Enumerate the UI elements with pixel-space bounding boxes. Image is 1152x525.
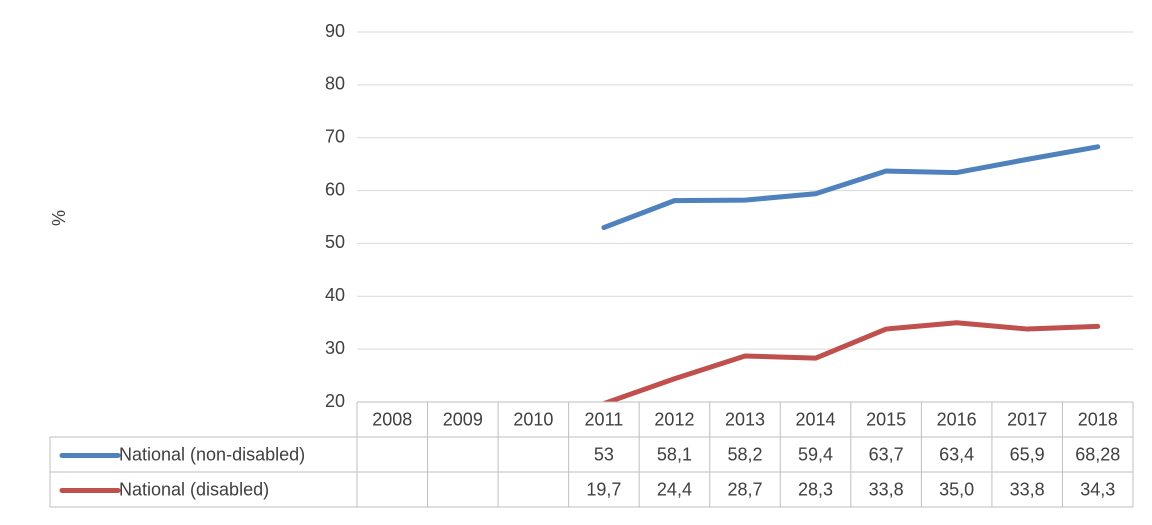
table-value: 34,3 xyxy=(1080,479,1115,499)
x-tick-label: 2012 xyxy=(654,409,694,429)
table-value: 35,0 xyxy=(939,479,974,499)
x-tick-label: 2017 xyxy=(1007,409,1047,429)
table-value: 58,2 xyxy=(727,444,762,464)
x-tick-label: 2011 xyxy=(585,409,624,429)
y-tick-label: 50 xyxy=(325,232,345,252)
table-value: 63,7 xyxy=(869,444,904,464)
y-tick-label: 60 xyxy=(325,179,345,199)
series-line xyxy=(601,144,1101,231)
y-axis-label: % xyxy=(49,210,69,226)
table-value: 28,3 xyxy=(798,479,833,499)
legend-label: National (disabled) xyxy=(119,479,269,499)
x-tick-label: 2009 xyxy=(443,409,483,429)
table-value: 28,7 xyxy=(727,479,762,499)
y-tick-label: 90 xyxy=(325,21,345,41)
series-line xyxy=(602,320,1101,402)
series-clip xyxy=(601,144,1101,231)
legend-label: National (non-disabled) xyxy=(119,444,305,464)
y-tick-label: 30 xyxy=(325,338,345,358)
table-value: 53 xyxy=(594,444,614,464)
y-tick-label: 20 xyxy=(325,391,345,411)
x-tick-label: 2013 xyxy=(725,409,765,429)
x-tick-label: 2014 xyxy=(796,409,836,429)
table-value: 65,9 xyxy=(1010,444,1045,464)
y-tick-label: 70 xyxy=(325,126,345,146)
table-value: 58,1 xyxy=(657,444,692,464)
series-clip xyxy=(602,320,1101,402)
y-tick-label: 40 xyxy=(325,285,345,305)
table-value: 59,4 xyxy=(798,444,833,464)
y-tick-label: 80 xyxy=(325,74,345,94)
table-value: 63,4 xyxy=(939,444,974,464)
table-value: 19,7 xyxy=(586,479,621,499)
x-tick-label: 2016 xyxy=(937,409,977,429)
table-value: 68,28 xyxy=(1075,444,1120,464)
x-tick-label: 2008 xyxy=(372,409,412,429)
x-tick-label: 2010 xyxy=(513,409,553,429)
table-value: 33,8 xyxy=(1010,479,1045,499)
x-tick-label: 2015 xyxy=(866,409,906,429)
table-value: 33,8 xyxy=(869,479,904,499)
table-value: 24,4 xyxy=(657,479,692,499)
x-tick-label: 2018 xyxy=(1078,409,1118,429)
